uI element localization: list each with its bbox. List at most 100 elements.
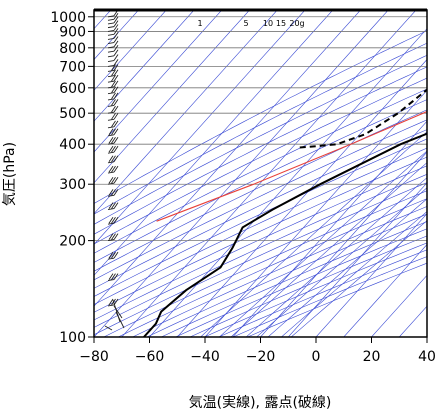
barb-shaft xyxy=(107,50,115,53)
isotherm-line xyxy=(94,10,250,184)
barb-shaft xyxy=(107,126,115,129)
barb-flag xyxy=(111,69,116,76)
dry-adiabat-line xyxy=(94,182,427,336)
barb-flag xyxy=(111,273,116,280)
isotherm-line xyxy=(94,10,361,307)
barb-flag xyxy=(108,216,114,224)
isotherm-line xyxy=(94,10,389,337)
barb-flag xyxy=(111,74,116,82)
wind-barb xyxy=(107,99,119,107)
barb-flag xyxy=(113,69,119,76)
mixing-ratio-line xyxy=(267,198,427,337)
wind-barb xyxy=(107,86,119,95)
x-tick-label: −80 xyxy=(79,349,109,365)
barb-shaft xyxy=(107,239,115,242)
barb-flag xyxy=(113,24,119,31)
barb-flag xyxy=(111,86,116,93)
wind-barb xyxy=(107,59,119,67)
x-tick-label: −60 xyxy=(135,349,165,365)
dry-adiabat-line xyxy=(94,109,427,272)
barb-flag xyxy=(113,54,119,61)
barb-flag xyxy=(111,99,116,106)
barb-flag xyxy=(113,32,119,39)
wind-barb xyxy=(107,251,119,260)
dry-adiabat-line xyxy=(94,54,427,225)
mixing-ratio-line xyxy=(219,150,427,337)
barb-shaft xyxy=(107,18,115,21)
y-tick-label: 100 xyxy=(59,330,86,346)
barb-flag xyxy=(111,155,116,163)
barb-flag xyxy=(113,216,119,224)
wind-barb xyxy=(107,216,119,225)
isotherm-line xyxy=(288,182,427,337)
dry-adiabat-line xyxy=(118,198,427,337)
barb-flag xyxy=(113,233,119,240)
mixing-ratio-label: 15 xyxy=(276,19,286,28)
y-tick-label: 900 xyxy=(59,24,86,40)
isotherm-line xyxy=(94,10,334,276)
barb-shaft xyxy=(107,194,115,197)
isotherm-line xyxy=(94,10,223,153)
dry-adiabat-line xyxy=(94,66,427,235)
barb-shaft xyxy=(107,279,115,282)
barb-flag xyxy=(108,145,114,153)
barb-shaft xyxy=(107,171,115,174)
dry-adiabat-line xyxy=(94,119,427,281)
x-tick-label: 20 xyxy=(363,349,381,365)
barb-flag xyxy=(113,273,119,280)
x-tick-label: −40 xyxy=(190,349,220,365)
barb-flag xyxy=(108,298,114,306)
barb-shaft xyxy=(107,26,115,29)
barb-flag xyxy=(108,128,114,136)
wind-barb xyxy=(107,74,119,83)
barb-flag xyxy=(111,64,116,71)
mixing-ratio-label: 10 xyxy=(263,19,273,28)
barb-flag xyxy=(113,16,119,24)
wind-barb xyxy=(107,32,119,40)
barb-flag xyxy=(111,120,116,128)
barb-shaft xyxy=(107,98,115,101)
x-tick-label: 40 xyxy=(418,349,436,365)
mixing-ratio-labels: 1 5 10 15 20g xyxy=(197,19,304,28)
barb-shaft xyxy=(107,64,115,67)
dry-adiabat-line xyxy=(94,129,427,289)
barb-shaft xyxy=(107,86,115,89)
x-tick-label: −20 xyxy=(246,349,276,365)
y-tick-label: 600 xyxy=(59,81,86,97)
barb-shaft xyxy=(107,42,115,44)
wind-barb xyxy=(107,40,119,49)
barb-flag xyxy=(113,74,119,82)
wind-barb xyxy=(107,176,119,185)
isotherm-line xyxy=(426,336,427,337)
wind-barb xyxy=(107,145,119,154)
dry-adiabat-line xyxy=(94,42,427,215)
isotherm-line xyxy=(121,10,417,337)
wind-barb xyxy=(107,273,119,282)
dry-adiabat-line xyxy=(94,88,427,254)
wind-barb xyxy=(107,92,119,101)
mixing-ratio-line xyxy=(245,177,427,337)
barb-flag xyxy=(108,155,114,163)
y-tick-label: 300 xyxy=(59,177,86,193)
wind-barb xyxy=(107,24,119,32)
wind-barb xyxy=(107,120,119,129)
dry-adiabat-line xyxy=(94,165,427,321)
mixing-ratio-line xyxy=(230,162,427,337)
dry-adiabat-line xyxy=(103,190,427,337)
surface-barb xyxy=(115,311,125,329)
barb-shaft xyxy=(107,29,115,32)
mixing-ratio-label: 5 xyxy=(243,19,248,28)
barb-flag xyxy=(108,165,114,173)
isotherm-line xyxy=(315,213,427,337)
mixing-ratio-label: 20g xyxy=(289,19,304,28)
barb-flag xyxy=(111,251,116,259)
barb-flag xyxy=(113,165,119,173)
wind-barb xyxy=(107,49,119,58)
barb-flag xyxy=(108,273,114,280)
barb-flag xyxy=(111,145,116,153)
barb-flag xyxy=(108,136,114,144)
isotherm-line xyxy=(371,274,427,337)
barb-flag xyxy=(108,189,114,196)
barb-shaft xyxy=(107,304,115,307)
barb-flag xyxy=(113,176,119,184)
